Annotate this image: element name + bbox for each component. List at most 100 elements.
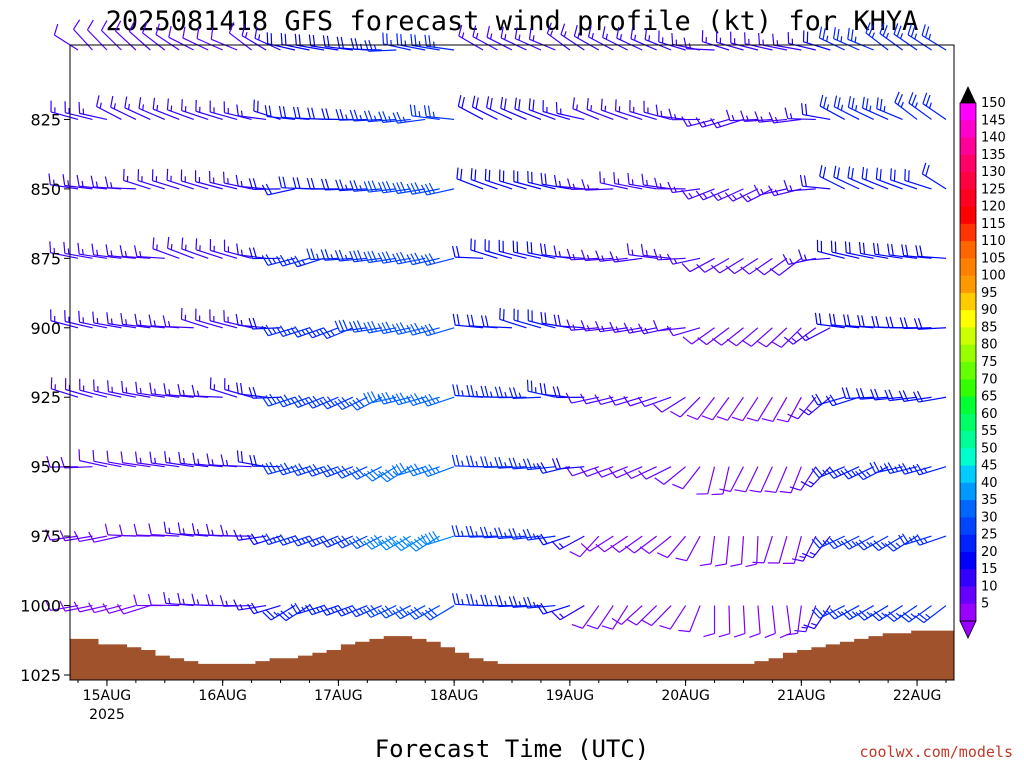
barb-staff	[470, 249, 498, 259]
barb-staff	[615, 110, 643, 121]
barb-staff	[51, 388, 79, 398]
barb-flag	[580, 543, 591, 552]
barb-flag	[336, 36, 340, 49]
barb-flag	[92, 449, 95, 462]
barb-staff	[679, 396, 701, 418]
wind-barb	[133, 523, 165, 537]
barb-flag	[385, 391, 392, 403]
wind-barb	[50, 309, 79, 329]
barb-flag	[885, 316, 890, 328]
barb-flag	[353, 250, 359, 262]
wind-barb	[392, 251, 426, 265]
barb-flag	[768, 112, 775, 124]
credit-link[interactable]: coolwx.com/models	[859, 743, 1013, 761]
wind-barb	[420, 393, 455, 407]
barb-staff	[110, 106, 137, 120]
barb-staff	[702, 41, 730, 51]
barb-flag	[62, 174, 66, 186]
barb-staff	[282, 466, 310, 476]
barb-flag	[104, 523, 109, 536]
wind-barb	[814, 312, 845, 329]
barb-staff	[556, 466, 585, 470]
barb-flag	[512, 596, 518, 608]
wind-barb	[626, 243, 657, 259]
barb-staff	[687, 118, 715, 128]
wind-barb	[278, 105, 310, 121]
barb-flag	[312, 395, 321, 406]
barb-flag	[294, 33, 297, 46]
wind-barb	[861, 167, 889, 190]
wind-barb	[922, 92, 947, 120]
barb-flag	[337, 467, 346, 477]
barb-flag	[526, 528, 533, 540]
wind-barb	[695, 188, 730, 201]
wind-barb	[53, 23, 79, 51]
barb-flag	[338, 320, 345, 332]
barb-half-flag	[851, 540, 857, 546]
barb-half-flag	[808, 480, 815, 485]
wind-barb	[249, 454, 281, 468]
colorbar-swatch	[960, 241, 976, 259]
barb-flag	[623, 396, 631, 407]
wind-barb	[62, 174, 93, 190]
barb-staff	[819, 105, 846, 120]
barb-flag	[319, 538, 328, 548]
barb-staff	[513, 251, 542, 259]
barb-flag	[470, 593, 475, 606]
barb-flag	[638, 470, 647, 480]
barb-flag	[594, 320, 601, 332]
wind-barb	[898, 462, 932, 475]
barb-flag	[797, 331, 806, 342]
barb-flag	[294, 464, 302, 475]
colorbar-swatch	[960, 482, 976, 501]
barb-flag	[756, 340, 767, 348]
colorbar-label: 80	[981, 338, 998, 353]
barb-flag	[814, 312, 818, 325]
barb-flag	[262, 611, 272, 621]
barb-flag	[391, 324, 399, 335]
barb-flag	[381, 181, 388, 193]
colorbar-swatch	[960, 206, 976, 225]
barb-flag	[764, 490, 777, 494]
barb-staff	[427, 396, 455, 407]
wind-barb	[653, 319, 686, 332]
wind-barb	[753, 184, 787, 196]
barb-flag	[484, 456, 489, 468]
wind-barb	[147, 593, 180, 607]
barb-staff	[412, 396, 440, 406]
barb-half-flag	[837, 610, 843, 616]
barb-flag	[518, 99, 521, 111]
barb-flag	[349, 109, 355, 122]
barb-flag	[566, 248, 572, 260]
barb-flag	[319, 605, 328, 616]
wind-barb	[887, 243, 918, 259]
barb-flag	[311, 107, 315, 119]
barb-flag	[868, 24, 874, 36]
barb-half-flag	[809, 551, 816, 556]
wind-barb	[623, 396, 657, 407]
barb-flag	[641, 173, 645, 186]
barb-staff	[615, 396, 643, 406]
barb-flag	[406, 466, 414, 477]
wind-barb	[480, 315, 513, 329]
barb-flag	[395, 323, 403, 334]
barb-staff	[152, 108, 180, 121]
barb-flag	[494, 457, 500, 469]
barb-flag	[512, 387, 518, 399]
wind-barb	[196, 27, 223, 51]
barb-half-flag	[659, 183, 663, 189]
barb-half-flag	[688, 192, 693, 199]
barb-staff	[79, 112, 108, 121]
barb-flag	[761, 417, 774, 423]
barb-flag	[168, 26, 172, 38]
wind-barb	[799, 396, 831, 416]
barb-flag	[855, 611, 865, 621]
barb-staff	[312, 396, 339, 409]
barb-flag	[363, 472, 373, 482]
barb-flag	[873, 461, 880, 473]
wind-barb	[536, 533, 571, 546]
barb-half-flag	[851, 470, 857, 476]
barb-flag	[279, 395, 288, 406]
barb-staff	[108, 604, 137, 614]
barb-half-flag	[702, 193, 708, 199]
